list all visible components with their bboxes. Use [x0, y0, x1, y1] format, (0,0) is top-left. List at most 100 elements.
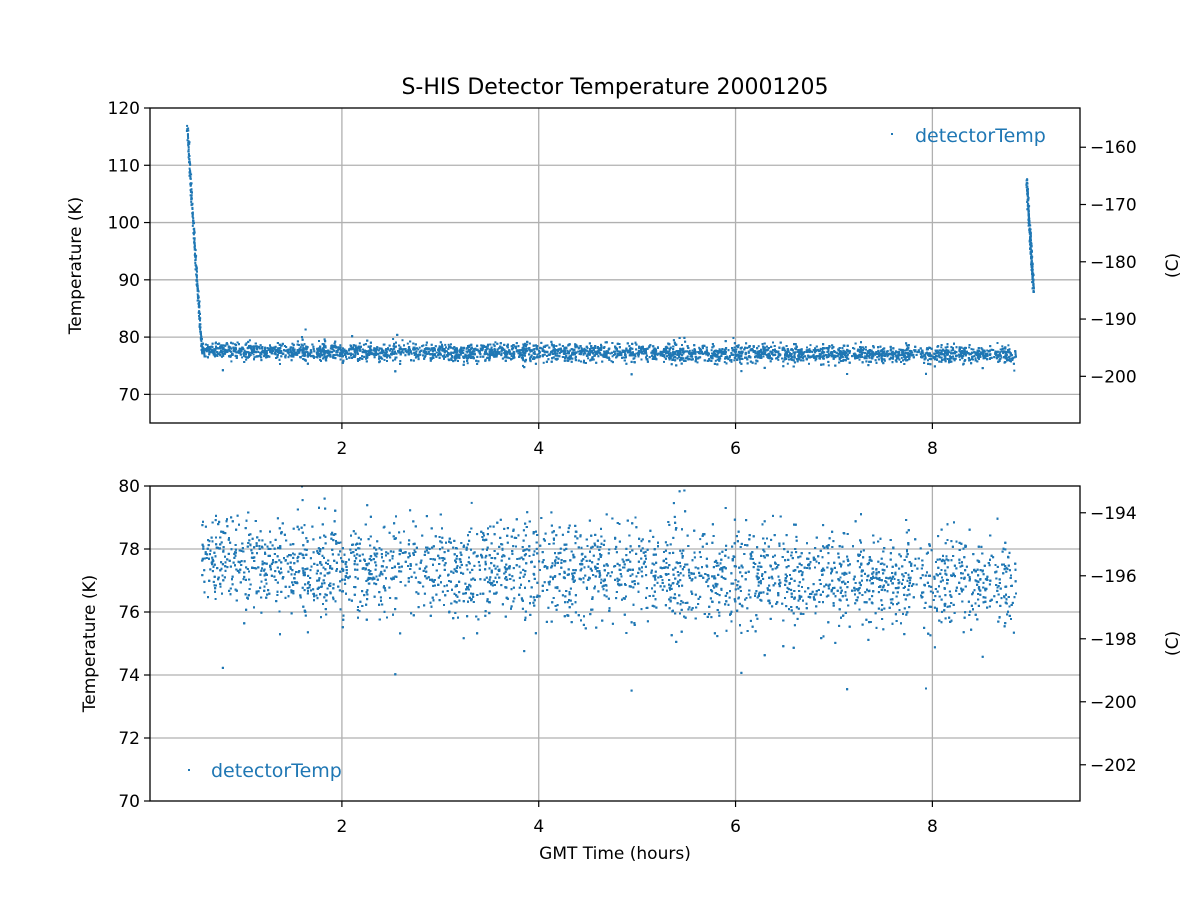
data-point	[663, 360, 665, 363]
data-point	[245, 350, 248, 353]
data-point	[962, 362, 965, 365]
data-point	[188, 141, 191, 144]
data-point	[418, 346, 421, 349]
data-point	[970, 348, 973, 351]
data-point	[193, 227, 196, 230]
data-point	[376, 346, 379, 349]
data-point	[494, 341, 497, 344]
data-point	[189, 194, 192, 197]
data-point	[236, 341, 239, 344]
data-point	[556, 352, 559, 355]
data-point	[469, 349, 472, 352]
data-point	[187, 146, 190, 149]
data-point	[189, 177, 192, 180]
data-point	[1007, 344, 1010, 347]
data-point	[863, 357, 866, 360]
data-point	[1012, 362, 1015, 365]
data-point	[291, 342, 294, 345]
data-point	[674, 351, 677, 353]
data-point	[334, 354, 337, 357]
data-point	[672, 339, 675, 342]
data-point	[512, 351, 515, 353]
data-point	[195, 283, 198, 286]
data-point	[783, 358, 786, 361]
data-point	[252, 353, 255, 356]
data-point	[319, 358, 321, 361]
data-point	[187, 153, 190, 155]
data-point	[193, 231, 196, 234]
data-point	[399, 360, 402, 362]
data-point	[668, 353, 671, 356]
data-point	[348, 348, 351, 351]
data-point	[865, 348, 867, 351]
data-point	[926, 347, 929, 350]
data-point	[230, 360, 233, 363]
data-point	[611, 355, 614, 358]
data-point	[193, 244, 196, 247]
data-point	[444, 343, 447, 346]
data-point	[983, 349, 986, 352]
data-point	[413, 354, 416, 356]
data-point	[877, 358, 880, 361]
data-point	[253, 345, 255, 348]
data-point	[542, 361, 545, 364]
data-point	[838, 356, 841, 359]
data-point	[555, 345, 558, 347]
data-point	[187, 137, 190, 140]
data-point	[901, 348, 904, 351]
data-point	[941, 359, 943, 361]
data-point	[268, 355, 271, 358]
data-point	[793, 361, 796, 364]
data-point	[402, 351, 405, 354]
data-point	[500, 354, 503, 357]
data-point	[195, 267, 198, 270]
data-point	[352, 356, 355, 359]
data-point	[756, 360, 759, 363]
data-point	[190, 196, 193, 199]
data-point	[809, 344, 812, 347]
data-point	[964, 354, 967, 357]
data-point	[190, 197, 193, 200]
data-point	[610, 360, 613, 363]
data-point	[192, 219, 195, 222]
data-point	[191, 207, 194, 210]
data-point	[704, 350, 707, 353]
data-point	[196, 280, 199, 283]
data-point	[350, 354, 352, 357]
data-point	[386, 356, 388, 359]
data-point	[955, 346, 958, 349]
data-point	[592, 358, 595, 361]
data-point	[189, 184, 192, 187]
data-point	[552, 348, 555, 351]
data-point	[552, 356, 555, 359]
data-point	[635, 348, 638, 351]
data-point	[730, 360, 733, 363]
data-point	[679, 357, 682, 360]
data-point	[989, 349, 991, 352]
data-point	[642, 348, 645, 351]
data-point	[879, 345, 882, 348]
data-point	[959, 358, 961, 361]
data-point	[188, 174, 191, 177]
data-point	[587, 357, 590, 360]
data-point	[529, 357, 531, 360]
data-point	[896, 357, 899, 360]
data-point	[723, 361, 726, 364]
data-point	[883, 359, 886, 362]
data-point	[194, 259, 197, 262]
data-point	[570, 348, 573, 350]
data-point	[877, 349, 880, 352]
data-point	[377, 349, 380, 352]
data-point	[861, 355, 864, 358]
data-point	[888, 358, 891, 361]
data-point	[718, 355, 721, 358]
data-point	[199, 331, 202, 334]
data-point	[638, 345, 641, 348]
data-point	[193, 248, 196, 251]
data-point	[954, 357, 957, 360]
data-point	[561, 345, 564, 347]
chart-title: S-HIS Detector Temperature 20001205	[401, 75, 828, 100]
data-point	[466, 362, 469, 365]
data-point	[386, 355, 389, 358]
data-point	[216, 355, 219, 357]
